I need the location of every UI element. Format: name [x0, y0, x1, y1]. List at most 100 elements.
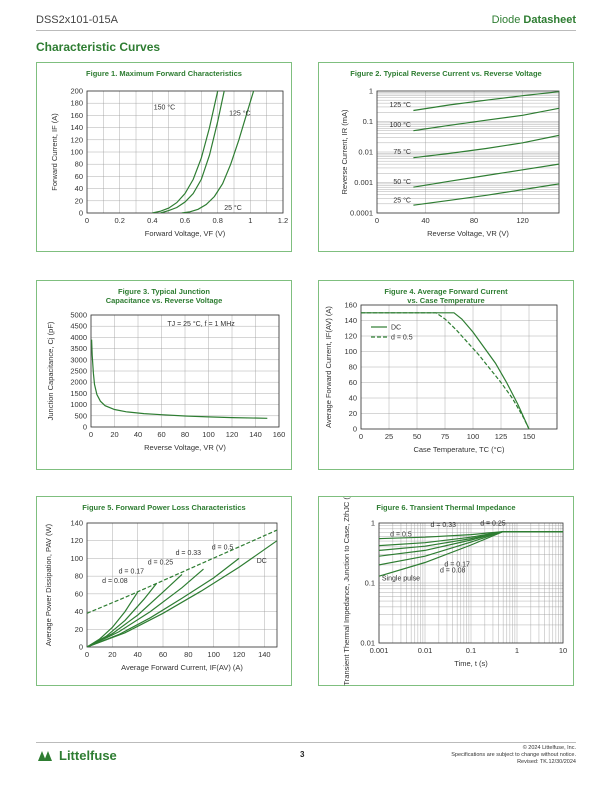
- series-line: [87, 529, 277, 614]
- y-tick-label: 4000: [70, 333, 87, 342]
- series-label: d = 0.17: [444, 561, 470, 568]
- y-tick-label: 0.0001: [350, 209, 373, 218]
- series-label: DC: [257, 558, 267, 565]
- y-tick-label: 1500: [70, 389, 87, 398]
- y-tick-label: 1000: [70, 400, 87, 409]
- x-tick-label: 20: [110, 430, 118, 439]
- y-tick-label: 1: [369, 87, 373, 96]
- series-label: d = 0.25: [480, 521, 506, 528]
- y-tick-label: 20: [75, 625, 83, 634]
- x-tick-label: 0: [359, 432, 363, 441]
- x-tick-label: 125: [495, 432, 508, 441]
- y-tick-label: 160: [344, 301, 357, 310]
- x-tick-label: 1: [248, 216, 252, 225]
- littelfuse-logo-icon: [38, 750, 52, 761]
- x-tick-label: 0: [85, 650, 89, 659]
- series-line: [160, 91, 225, 213]
- x-tick-label: 120: [516, 216, 529, 225]
- y-axis-label: Average Power Dissipation, PAV (W): [44, 523, 53, 646]
- y-tick-label: 1: [371, 519, 375, 528]
- x-tick-label: 20: [108, 650, 116, 659]
- y-tick-label: 3500: [70, 344, 87, 353]
- y-tick-label: 80: [75, 572, 83, 581]
- y-tick-label: 40: [75, 184, 83, 193]
- doc-id: DSS2x101-015A: [36, 14, 118, 26]
- chart-svg: 0 25 50 75 100 125 150 0 20 40 60 80 100 120 140 160 Cas…: [324, 301, 558, 454]
- y-tick-label: 5000: [70, 311, 87, 320]
- y-tick-label: 0.1: [363, 117, 373, 126]
- x-tick-label: 0.1: [466, 646, 476, 655]
- y-tick-label: 140: [344, 316, 357, 325]
- x-tick-label: 0: [85, 216, 89, 225]
- y-tick-label: 160: [70, 111, 83, 120]
- y-axis-label: Average Forward Current, IF(AV) (A): [324, 306, 333, 428]
- x-tick-label: 0: [375, 216, 379, 225]
- y-axis-label: Transient Thermal Impedance, Junction to…: [342, 497, 351, 686]
- x-tick-label: 40: [134, 430, 142, 439]
- series-line: [87, 568, 204, 647]
- x-tick-label: 40: [133, 650, 141, 659]
- x-tick-label: 140: [249, 430, 262, 439]
- figure-title: Figure 4. Average Forward Current vs. Ca…: [384, 287, 508, 305]
- x-tick-label: 100: [467, 432, 480, 441]
- y-tick-label: 60: [75, 172, 83, 181]
- x-tick-label: 80: [184, 650, 192, 659]
- section-title: Characteristic Curves: [36, 40, 161, 54]
- x-tick-label: 1: [515, 646, 519, 655]
- y-axis-label: Junction Capacitance, Cj (pF): [46, 321, 55, 420]
- y-tick-label: 2000: [70, 378, 87, 387]
- series-label: d = 0.33: [176, 550, 202, 557]
- series-line: [413, 183, 559, 206]
- x-axis-label: Case Temperature, TC (°C): [413, 445, 505, 454]
- series-label: Single pulse: [382, 576, 420, 583]
- series-label: d = 0.33: [431, 522, 457, 529]
- grid: [86, 90, 284, 214]
- x-tick-label: 160: [273, 430, 286, 439]
- x-tick-label: 0.8: [212, 216, 222, 225]
- figure-2-panel: Figure 2. Typical Reverse Current vs. Re…: [318, 62, 574, 252]
- series-line: [91, 339, 268, 419]
- plot-frame: [378, 522, 564, 644]
- x-tick-label: 0.6: [180, 216, 190, 225]
- y-tick-label: 80: [75, 160, 83, 169]
- x-tick-label: 25: [385, 432, 393, 441]
- y-tick-label: 2500: [70, 367, 87, 376]
- x-axis-label: Average Forward Current, IF(AV) (A): [121, 663, 243, 672]
- series-line: [413, 134, 559, 159]
- figure-5-panel: Figure 5. Forward Power Loss Characteris…: [36, 496, 292, 686]
- figure-title: Figure 6. Transient Thermal Impedance: [376, 503, 516, 512]
- y-tick-label: 0: [353, 425, 357, 434]
- series-label: 75 °C: [393, 148, 411, 156]
- y-tick-label: 180: [70, 99, 83, 108]
- grid: [378, 523, 563, 644]
- x-tick-label: 120: [226, 430, 239, 439]
- x-tick-label: 50: [413, 432, 421, 441]
- y-tick-label: 0: [79, 643, 83, 652]
- figure-title: Figure 2. Typical Reverse Current vs. Re…: [350, 69, 542, 78]
- series-line: [413, 163, 559, 188]
- series-label: 125 °C: [229, 109, 250, 117]
- series-label: d = 0.5: [212, 545, 234, 552]
- figure-6-panel: Figure 6. Transient Thermal Impedance 0.0…: [318, 496, 574, 686]
- y-tick-label: 100: [344, 347, 357, 356]
- series-line: [379, 531, 563, 577]
- series-line: [361, 312, 530, 429]
- y-tick-label: 0.1: [365, 579, 375, 588]
- y-tick-label: 4500: [70, 322, 87, 331]
- y-tick-label: 0.001: [354, 178, 373, 187]
- x-tick-label: 10: [559, 646, 567, 655]
- y-tick-label: 140: [70, 519, 83, 528]
- x-tick-label: 40: [421, 216, 429, 225]
- chart-svg: 0 0.2 0.4 0.6 0.8 1 1.2 0 20 40 60 80 100 120 140 160 18…: [50, 87, 288, 239]
- y-tick-label: 40: [349, 394, 357, 403]
- series-label: d = 0.5: [390, 531, 412, 538]
- figure-title: Figure 1. Maximum Forward Characteristic…: [86, 69, 242, 78]
- y-tick-label: 20: [349, 409, 357, 418]
- plot-frame: [86, 522, 278, 648]
- y-tick-label: 100: [70, 554, 83, 563]
- series-label: 25 °C: [224, 204, 242, 212]
- y-tick-label: 120: [70, 536, 83, 545]
- x-tick-label: 75: [441, 432, 449, 441]
- brand-logo: Littelfuse: [36, 748, 117, 763]
